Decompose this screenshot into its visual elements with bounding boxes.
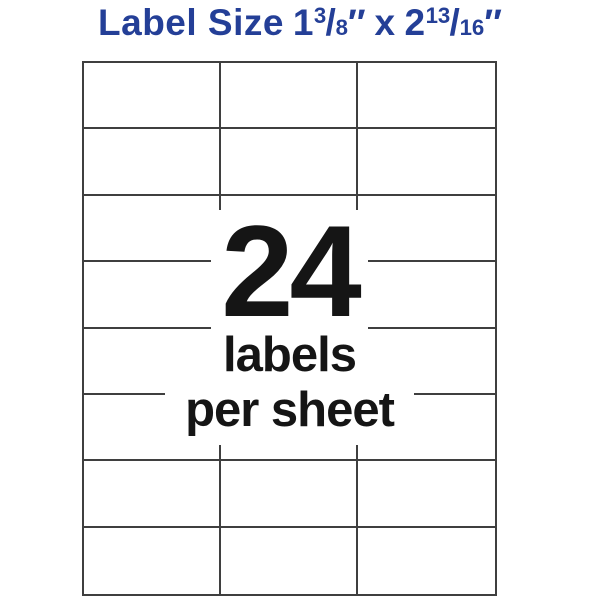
label-cell xyxy=(358,196,495,263)
label-cell xyxy=(221,63,358,130)
fraction1-whole: 1 xyxy=(292,2,314,43)
label-cell xyxy=(84,262,221,329)
page-title: Label Size 13/8″ x 213/16″ xyxy=(0,4,600,41)
fraction1-denominator: 8 xyxy=(335,15,348,40)
inches-mark: ″ xyxy=(347,2,366,43)
label-cell xyxy=(84,461,221,528)
label-cell xyxy=(84,129,221,196)
label-cell xyxy=(84,63,221,130)
label-cell xyxy=(221,527,358,594)
fraction2-numerator: 13 xyxy=(425,2,451,28)
label-cell xyxy=(358,262,495,329)
label-cell xyxy=(221,129,358,196)
label-cell xyxy=(221,328,358,395)
fraction2-denominator: 16 xyxy=(459,15,485,40)
inches-mark: ″ xyxy=(484,2,502,43)
label-cell xyxy=(358,129,495,196)
label-cell xyxy=(358,528,495,594)
label-grid xyxy=(82,61,497,596)
label-cell xyxy=(84,195,221,263)
label-cell xyxy=(84,527,221,594)
label-cell xyxy=(221,394,358,462)
label-cell xyxy=(84,328,221,395)
fraction2-slash: / xyxy=(449,2,461,43)
fraction1-slash: / xyxy=(325,2,337,43)
label-cell xyxy=(358,395,495,462)
title-prefix: Label Size xyxy=(98,2,284,43)
label-cell xyxy=(358,461,495,528)
label-cell xyxy=(358,329,495,395)
label-cell xyxy=(221,262,358,329)
label-cell xyxy=(84,394,221,462)
label-cell xyxy=(221,195,358,263)
label-size-first: 13/8″ xyxy=(293,2,366,43)
label-size-second: 213/16″ xyxy=(404,2,502,43)
label-cell xyxy=(221,461,358,528)
fraction1-numerator: 3 xyxy=(313,2,327,28)
fraction2-whole: 2 xyxy=(404,2,426,43)
dimension-separator: x xyxy=(374,2,396,43)
label-cell xyxy=(358,63,495,130)
